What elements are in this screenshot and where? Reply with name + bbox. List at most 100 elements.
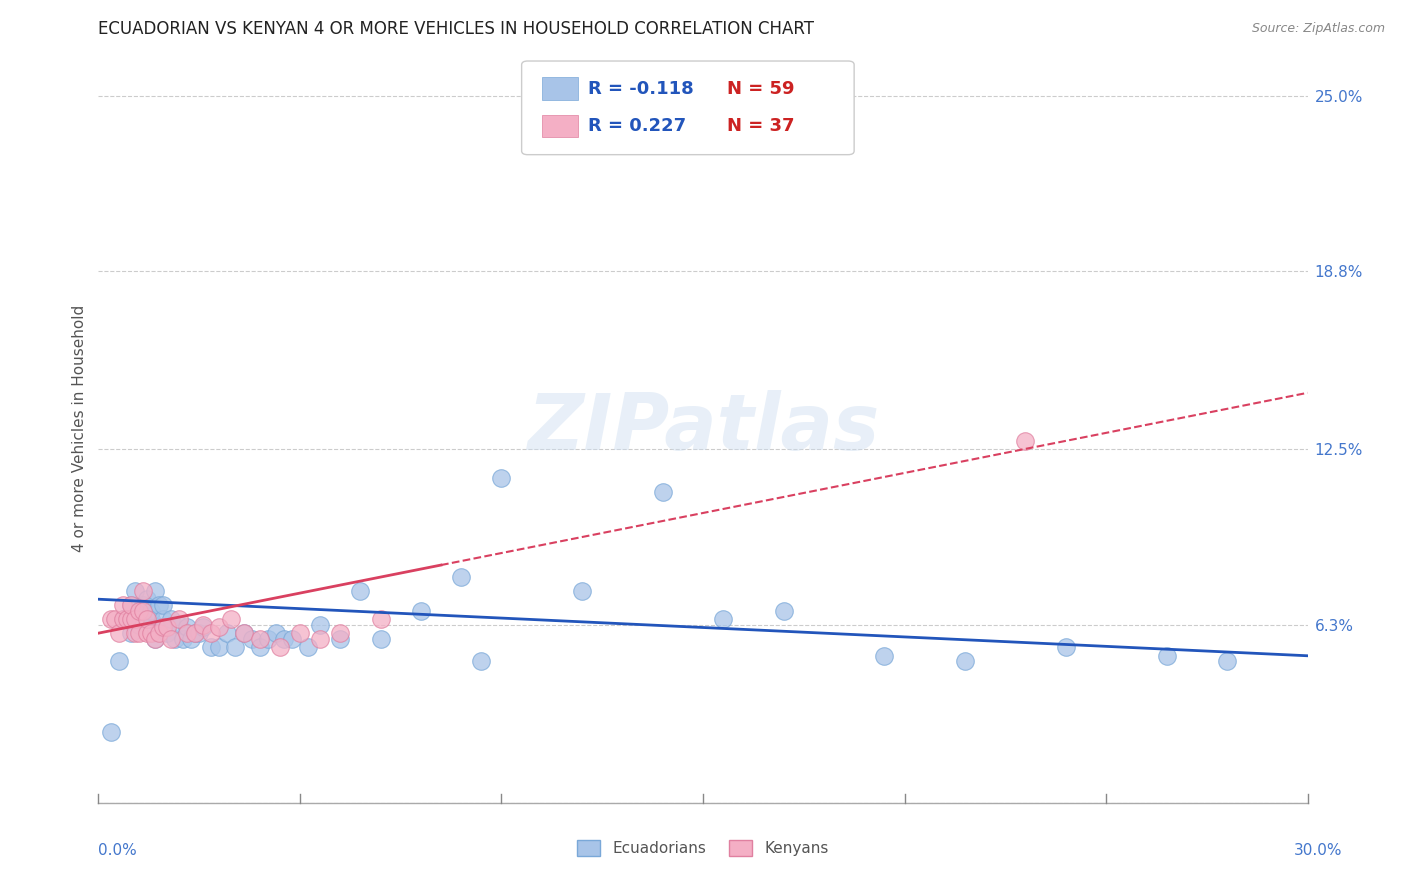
- Point: [107, 655, 129, 669]
- Point: [139, 612, 162, 626]
- Point: [873, 648, 896, 663]
- Point: [1216, 655, 1239, 669]
- Point: [143, 632, 166, 646]
- Point: [152, 612, 174, 626]
- Point: [124, 583, 146, 598]
- Point: [256, 632, 278, 646]
- Text: R = -0.118: R = -0.118: [588, 79, 695, 98]
- Point: [120, 626, 142, 640]
- Point: [370, 632, 392, 646]
- Point: [143, 583, 166, 598]
- Point: [1014, 434, 1036, 448]
- Point: [200, 626, 222, 640]
- Point: [124, 612, 146, 626]
- Point: [152, 620, 174, 634]
- Point: [111, 612, 134, 626]
- Point: [156, 626, 179, 640]
- Point: [1054, 640, 1077, 655]
- FancyBboxPatch shape: [522, 61, 855, 154]
- Point: [184, 626, 207, 640]
- Point: [148, 598, 170, 612]
- Text: 0.0%: 0.0%: [98, 843, 138, 858]
- Point: [128, 626, 150, 640]
- Point: [120, 612, 142, 626]
- Point: [193, 620, 215, 634]
- Point: [167, 617, 190, 632]
- Point: [571, 583, 593, 598]
- Point: [264, 626, 287, 640]
- Point: [288, 626, 311, 640]
- Point: [349, 583, 371, 598]
- Point: [115, 612, 138, 626]
- Point: [772, 603, 794, 617]
- Point: [176, 626, 198, 640]
- Point: [208, 620, 231, 634]
- Point: [329, 632, 352, 646]
- Point: [217, 626, 239, 640]
- Point: [107, 626, 129, 640]
- Point: [188, 626, 211, 640]
- Point: [132, 603, 155, 617]
- Point: [1156, 648, 1178, 663]
- FancyBboxPatch shape: [543, 115, 578, 137]
- Point: [651, 484, 673, 499]
- Point: [224, 640, 246, 655]
- Point: [100, 612, 122, 626]
- Point: [128, 603, 150, 617]
- Point: [711, 612, 734, 626]
- Point: [103, 612, 125, 626]
- Point: [111, 612, 134, 626]
- Point: [120, 598, 142, 612]
- Point: [100, 725, 122, 739]
- Point: [232, 626, 254, 640]
- Point: [953, 655, 976, 669]
- Point: [249, 640, 271, 655]
- FancyBboxPatch shape: [543, 78, 578, 100]
- Point: [135, 612, 157, 626]
- Text: 30.0%: 30.0%: [1295, 843, 1343, 858]
- Point: [450, 569, 472, 583]
- Point: [156, 620, 179, 634]
- Point: [139, 626, 162, 640]
- Point: [409, 603, 432, 617]
- Point: [249, 632, 271, 646]
- Point: [148, 626, 170, 640]
- Point: [135, 617, 157, 632]
- Y-axis label: 4 or more Vehicles in Household: 4 or more Vehicles in Household: [72, 304, 87, 552]
- Point: [132, 583, 155, 598]
- Point: [329, 626, 352, 640]
- Point: [135, 626, 157, 640]
- Point: [139, 603, 162, 617]
- Point: [132, 598, 155, 612]
- Point: [128, 617, 150, 632]
- Point: [115, 612, 138, 626]
- Point: [152, 598, 174, 612]
- Point: [176, 620, 198, 634]
- Point: [309, 617, 332, 632]
- Point: [148, 620, 170, 634]
- Point: [160, 612, 183, 626]
- Point: [240, 632, 263, 646]
- Point: [232, 626, 254, 640]
- Point: [273, 632, 295, 646]
- Point: [111, 598, 134, 612]
- Point: [193, 617, 215, 632]
- Text: ZIPatlas: ZIPatlas: [527, 390, 879, 467]
- Point: [309, 632, 332, 646]
- Point: [160, 632, 183, 646]
- Point: [120, 598, 142, 612]
- Point: [208, 640, 231, 655]
- Text: ECUADORIAN VS KENYAN 4 OR MORE VEHICLES IN HOUSEHOLD CORRELATION CHART: ECUADORIAN VS KENYAN 4 OR MORE VEHICLES …: [98, 21, 814, 38]
- Legend: Ecuadorians, Kenyans: Ecuadorians, Kenyans: [571, 834, 835, 863]
- Text: Source: ZipAtlas.com: Source: ZipAtlas.com: [1251, 22, 1385, 36]
- Point: [491, 470, 513, 484]
- Text: R = 0.227: R = 0.227: [588, 117, 686, 136]
- Point: [163, 632, 186, 646]
- Point: [269, 640, 291, 655]
- Point: [200, 640, 222, 655]
- Point: [281, 632, 304, 646]
- Point: [143, 632, 166, 646]
- Point: [128, 603, 150, 617]
- Point: [470, 655, 492, 669]
- Point: [167, 612, 190, 626]
